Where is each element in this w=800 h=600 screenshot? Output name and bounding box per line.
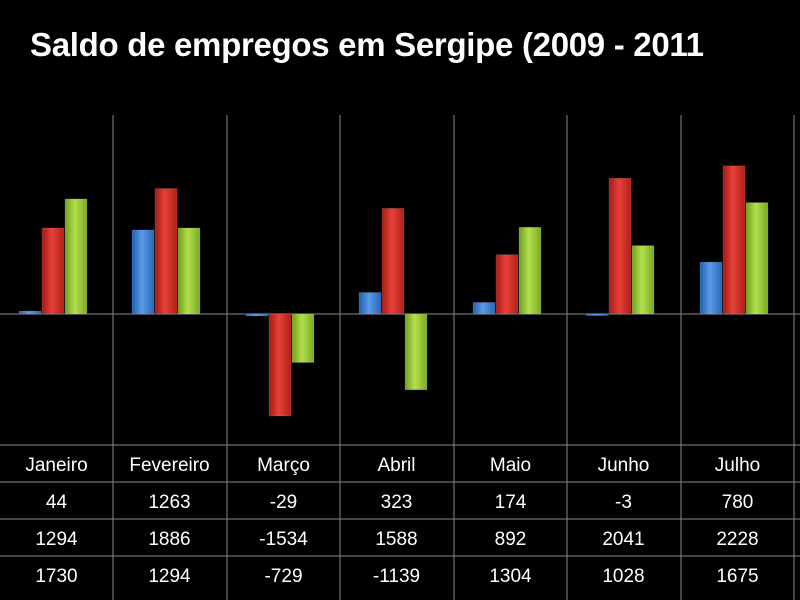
table-cell: -1534 <box>259 529 308 550</box>
table-cell: 2041 <box>602 529 644 550</box>
category-label: Maio <box>490 455 531 476</box>
bar-series-1-fevereiro <box>131 229 155 315</box>
table-cell: 780 <box>722 492 754 513</box>
table-cell: 174 <box>495 492 527 513</box>
category-label: Janeiro <box>25 455 87 476</box>
bar-series-1-março <box>245 313 269 317</box>
table-cell: -729 <box>264 566 302 587</box>
table-cell: 1588 <box>375 529 417 550</box>
table-cell: -1139 <box>373 566 420 587</box>
table-cell: 2228 <box>716 529 758 550</box>
bar-series-1-junho <box>585 313 609 316</box>
table-cell: 1730 <box>35 566 77 587</box>
category-label: Fevereiro <box>129 455 209 476</box>
table-cell: -3 <box>615 492 632 513</box>
table-cell: 1294 <box>148 566 191 587</box>
bar-series-3-fevereiro <box>177 227 201 315</box>
table-cell: 323 <box>381 492 413 513</box>
bar-series-1-abril <box>358 292 382 315</box>
bar-series-3-julho <box>745 202 769 315</box>
category-label: Junho <box>598 455 650 476</box>
bar-series-3-janeiro <box>64 198 88 315</box>
table-cell: 1294 <box>35 529 78 550</box>
bar-series-2-fevereiro <box>154 188 178 315</box>
bar-series-2-junho <box>608 177 632 315</box>
category-label: Março <box>257 455 310 476</box>
bar-series-1-julho <box>699 261 723 315</box>
table-cell: 1886 <box>148 529 190 550</box>
bar-series-3-abril <box>404 313 428 391</box>
table-cell: 1263 <box>148 492 190 513</box>
table-cell: 44 <box>46 492 68 513</box>
chart-title: Saldo de empregos em Sergipe (2009 - 201… <box>30 26 704 63</box>
bar-series-2-julho <box>722 165 746 315</box>
bar-series-3-junho <box>631 245 655 315</box>
bar-series-3-março <box>291 313 315 363</box>
bar-series-1-maio <box>472 302 496 315</box>
bar-series-2-maio <box>495 254 519 315</box>
category-label: Abril <box>377 455 415 476</box>
table-cell: 1675 <box>716 566 758 587</box>
table-cell: 1304 <box>489 566 532 587</box>
bar-series-2-abril <box>381 208 405 315</box>
category-label: Julho <box>715 455 760 476</box>
bar-series-2-março <box>268 313 292 417</box>
bar-series-1-janeiro <box>18 310 42 315</box>
table-cell: -29 <box>270 492 297 513</box>
table-cell: 892 <box>495 529 527 550</box>
table-cell: 1028 <box>602 566 644 587</box>
bar-series-2-janeiro <box>41 227 65 315</box>
bar-series-3-maio <box>518 226 542 315</box>
